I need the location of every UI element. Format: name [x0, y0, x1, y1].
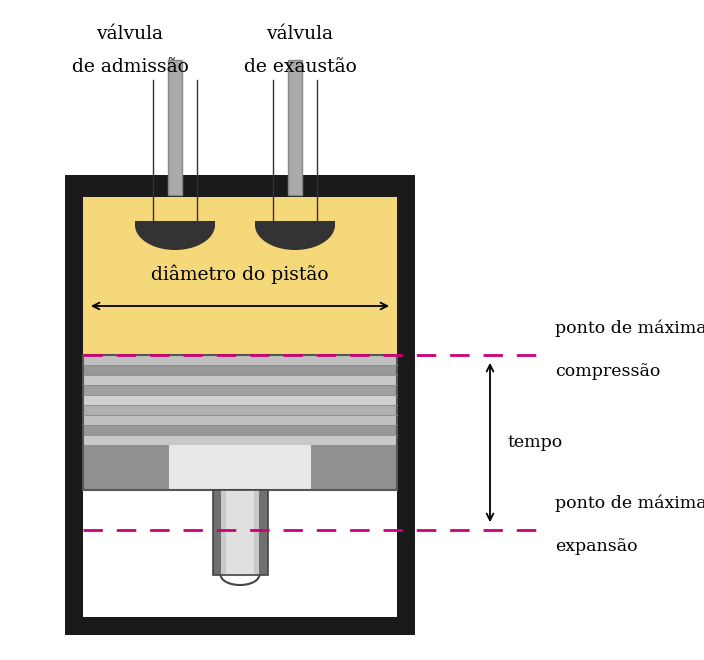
Bar	[288, 60, 302, 195]
Bar	[213, 490, 268, 575]
Bar	[83, 375, 397, 385]
Text: de admissão: de admissão	[72, 58, 189, 76]
Bar	[83, 365, 397, 375]
Text: expansão: expansão	[555, 538, 638, 555]
Text: ponto de máxima: ponto de máxima	[555, 494, 704, 512]
Bar	[213, 490, 221, 575]
Text: ponto de máxima: ponto de máxima	[555, 319, 704, 337]
Bar	[83, 355, 397, 490]
Bar	[168, 60, 182, 195]
Bar	[65, 175, 83, 635]
Bar	[83, 355, 397, 365]
Text: válvula: válvula	[267, 25, 334, 43]
Bar	[65, 175, 415, 197]
Polygon shape	[255, 221, 335, 250]
Bar	[168, 60, 182, 195]
Bar	[226, 490, 253, 575]
Bar	[83, 445, 397, 490]
Bar	[288, 60, 302, 195]
Bar	[83, 425, 397, 435]
Bar	[83, 415, 397, 425]
Bar	[170, 445, 310, 490]
Bar	[65, 617, 415, 635]
Bar	[397, 175, 415, 635]
Text: diâmetro do pistão: diâmetro do pistão	[151, 265, 329, 284]
Bar	[83, 197, 397, 355]
Bar	[83, 395, 397, 405]
Bar	[259, 490, 268, 575]
Bar	[170, 445, 310, 490]
Bar	[135, 221, 215, 227]
Bar	[83, 435, 397, 445]
Text: válvula: válvula	[96, 25, 163, 43]
Bar	[213, 490, 268, 575]
Bar	[255, 221, 335, 227]
Text: tempo: tempo	[508, 434, 563, 451]
Text: de exaustão: de exaustão	[244, 58, 356, 76]
Bar	[83, 405, 397, 415]
Text: compressão: compressão	[555, 363, 660, 380]
Bar	[83, 385, 397, 395]
Polygon shape	[135, 221, 215, 250]
Bar	[133, 445, 347, 490]
